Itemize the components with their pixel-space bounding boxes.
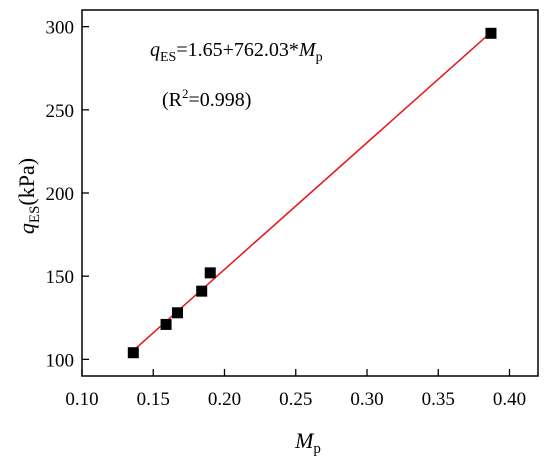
data-point [204, 267, 216, 279]
x-tick-label: 0.40 [493, 389, 526, 410]
eq-body: =1.65+762.03* [176, 39, 299, 61]
x-axis-ticks: 0.10 0.15 0.20 0.25 0.30 0.35 0.40 [65, 369, 526, 410]
eq-q: q [150, 39, 160, 61]
data-point [160, 318, 172, 330]
y-tick-label: 150 [46, 267, 75, 288]
r2-annotation: (R2=0.998) [162, 86, 251, 111]
x-axis-title: Mp [294, 428, 321, 457]
y-tick-label: 100 [46, 350, 75, 371]
eq-q-sub: ES [160, 50, 176, 65]
r2-open: (R [162, 89, 183, 111]
y-axis-ticks: 100 150 200 250 300 [46, 18, 89, 371]
x-tick-label: 0.35 [422, 389, 455, 410]
equation-annotation: qES=1.65+762.03*Mp [150, 39, 323, 65]
x-tick-label: 0.10 [65, 389, 98, 410]
y-axis-title: qES(kPa) [14, 158, 43, 234]
data-point [171, 307, 183, 319]
y-tick-label: 300 [46, 18, 75, 39]
data-points [127, 27, 497, 359]
y-axis-title-unit: (kPa) [14, 158, 39, 206]
y-tick-label: 200 [46, 184, 75, 205]
x-tick-label: 0.25 [279, 389, 312, 410]
x-axis-title-main: M [294, 428, 315, 453]
r2-close: =0.998) [189, 89, 252, 111]
fit-line [132, 31, 492, 352]
x-axis-title-sub: p [313, 441, 321, 457]
x-tick-label: 0.30 [350, 389, 383, 410]
data-point [127, 347, 139, 359]
eq-m: M [298, 39, 317, 61]
y-tick-label: 250 [46, 101, 75, 122]
y-axis-title-main: q [14, 223, 39, 234]
fit-line-group [132, 31, 492, 352]
data-point [196, 285, 208, 297]
eq-m-sub: p [316, 50, 323, 65]
data-point [485, 27, 497, 39]
y-axis-title-sub: ES [27, 206, 43, 224]
x-tick-label: 0.15 [137, 389, 170, 410]
r2-sup: 2 [182, 86, 189, 101]
x-tick-label: 0.20 [208, 389, 241, 410]
